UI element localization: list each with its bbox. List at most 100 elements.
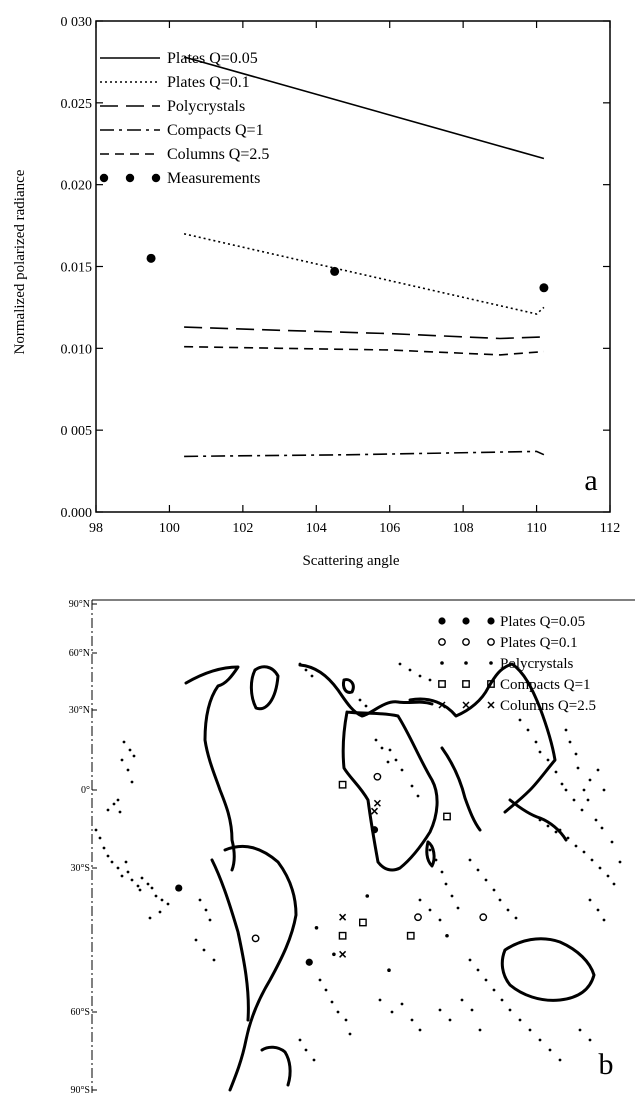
coast-dot <box>358 698 362 702</box>
measurement-point <box>146 253 156 263</box>
coast-dot <box>500 998 504 1002</box>
coast-dot <box>166 902 170 906</box>
observation-marker <box>373 772 382 781</box>
coast-dot <box>568 740 572 744</box>
coast-dot <box>132 754 136 758</box>
coast-dot <box>410 784 414 788</box>
coast-dot <box>136 884 140 888</box>
coast-dot <box>410 1018 414 1022</box>
coast-dot <box>594 818 598 822</box>
coast-dot <box>398 662 402 666</box>
map-legend-label: Columns Q=2.5 <box>500 698 596 714</box>
coast-dot <box>106 854 110 858</box>
coast-dot <box>374 738 378 742</box>
measurement-point <box>539 283 549 293</box>
observation-marker <box>314 926 319 930</box>
observation-marker <box>251 934 260 943</box>
coast-dot <box>618 860 622 864</box>
coast-dot <box>580 808 584 812</box>
coast-dot <box>596 768 600 772</box>
y-tick-label: 0.010 <box>61 342 93 357</box>
legend-marker <box>462 638 470 646</box>
coast-dot <box>380 746 384 750</box>
observation-marker <box>387 968 391 972</box>
coast-dot <box>602 788 606 792</box>
legend-marker <box>440 661 444 665</box>
coast-dot <box>438 918 442 922</box>
x-tick-label: 104 <box>306 521 327 536</box>
legend-marker <box>487 638 495 646</box>
map-legend-label: Compacts Q=1 <box>500 677 591 693</box>
asia-coast <box>408 662 557 814</box>
coast-dot <box>428 908 432 912</box>
coast-dot <box>116 866 120 870</box>
legend-marker <box>487 701 495 709</box>
x-axis-label: Scattering angle <box>302 553 399 569</box>
coast-dot <box>610 840 614 844</box>
plot-frame <box>95 20 611 513</box>
coast-dot <box>484 978 488 982</box>
series-line <box>183 56 545 160</box>
coast-dot <box>94 828 98 832</box>
coast-dot <box>298 1038 302 1042</box>
coast-dot <box>506 908 510 912</box>
british-isles-coast <box>342 678 355 694</box>
coast-dot <box>112 802 116 806</box>
coast-dot <box>394 758 398 762</box>
coast-dot <box>102 846 106 850</box>
panel-a-letter: a <box>584 464 597 497</box>
observation-marker <box>373 799 381 807</box>
coast-dot <box>98 836 102 840</box>
coast-dot <box>126 768 130 772</box>
coast-dot <box>484 878 488 882</box>
panel-b-letter: b <box>599 1048 614 1081</box>
legend-marker <box>462 680 470 688</box>
africa-coast <box>341 710 439 872</box>
coast-dot <box>154 894 158 898</box>
observation-marker <box>338 780 347 789</box>
south-asia-coast <box>440 746 482 832</box>
coast-dot <box>590 858 594 862</box>
coast-dot <box>434 858 438 862</box>
legend-sample-point <box>151 173 161 183</box>
y-axis-label: Normalized polarized radiance <box>12 169 28 354</box>
coast-dot <box>476 968 480 972</box>
coast-dot <box>418 674 422 678</box>
coast-dot <box>150 886 154 890</box>
y-axis-ticks: 0.000 0 005 0.010 0.015 0.020 0.025 0 030 <box>61 15 610 521</box>
coast-dot <box>492 888 496 892</box>
coast-dot <box>428 678 432 682</box>
coast-dot <box>116 798 120 802</box>
lat-tick-label: 30°S <box>70 863 90 874</box>
coast-dot <box>588 898 592 902</box>
observation-marker <box>365 894 370 898</box>
coast-dot <box>460 998 464 1002</box>
lat-tick-label: 90°S <box>70 1085 90 1093</box>
coast-dot <box>378 998 382 1002</box>
lat-tick-label: 0° <box>81 785 90 796</box>
coast-dot <box>118 810 122 814</box>
madagascar-coast <box>425 840 436 868</box>
coast-dot <box>470 1008 474 1012</box>
y-tick-label: 0.000 <box>61 506 93 521</box>
coast-dot <box>526 728 530 732</box>
coast-dot <box>596 908 600 912</box>
coast-dot <box>602 918 606 922</box>
legend-marker <box>438 638 446 646</box>
coast-dot <box>588 778 592 782</box>
coast-dot <box>400 1002 404 1006</box>
coast-dot <box>476 868 480 872</box>
legend-marker <box>487 617 495 625</box>
coast-dot <box>612 882 616 886</box>
observation-marker <box>359 918 367 927</box>
y-tick-label: 0.025 <box>61 97 93 112</box>
coast-dot <box>344 1018 348 1022</box>
observation-markers <box>175 772 488 972</box>
legend: Plates Q=0.05 Plates Q=0.1 Polycrystals Com… <box>99 50 269 187</box>
coast-dot <box>212 958 216 962</box>
coast-dot <box>208 918 212 922</box>
coast-dot <box>588 1038 592 1042</box>
observation-marker <box>443 812 451 821</box>
series-line <box>184 450 545 458</box>
